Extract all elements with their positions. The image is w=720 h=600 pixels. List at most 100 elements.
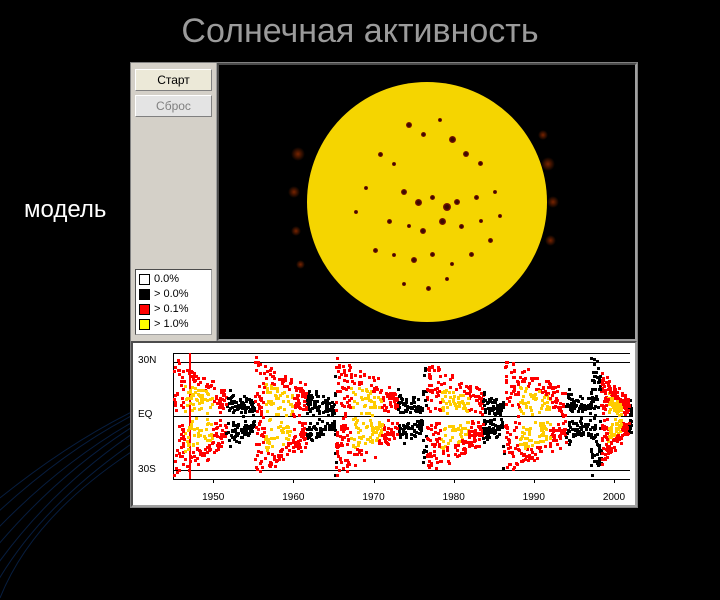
butterfly-dot — [225, 432, 228, 435]
butterfly-dot — [342, 417, 345, 420]
solar-flare — [541, 157, 555, 171]
butterfly-dot — [297, 394, 300, 397]
butterfly-dot — [277, 407, 280, 410]
butterfly-dot — [337, 370, 340, 373]
butterfly-dot — [438, 445, 441, 448]
sunspot — [443, 203, 451, 211]
butterfly-dot — [402, 430, 405, 433]
butterfly-dot — [175, 454, 178, 457]
butterfly-dot — [521, 371, 524, 374]
butterfly-dot — [293, 450, 296, 453]
butterfly-dot — [425, 404, 428, 407]
butterfly-dot — [556, 390, 559, 393]
butterfly-dot — [605, 443, 608, 446]
butterfly-dot — [626, 432, 629, 435]
butterfly-dot — [336, 357, 339, 360]
butterfly-dot — [385, 441, 388, 444]
butterfly-dot — [354, 374, 357, 377]
legend-item: > 0.0% — [139, 287, 208, 302]
butterfly-dot — [484, 410, 487, 413]
butterfly-dot — [262, 435, 265, 438]
butterfly-dot — [473, 440, 476, 443]
butterfly-dot — [486, 438, 489, 441]
butterfly-dot — [568, 397, 571, 400]
butterfly-dot — [357, 431, 360, 434]
butterfly-dot — [562, 415, 565, 418]
butterfly-dot — [599, 375, 602, 378]
butterfly-dot — [312, 414, 315, 417]
butterfly-dot — [530, 409, 533, 412]
butterfly-dot — [410, 433, 413, 436]
legend-item: > 1.0% — [139, 317, 208, 332]
butterfly-dot — [240, 411, 243, 414]
top-row: Старт Сброс 0.0% > 0.0% > 0.1% > 1.0% — [131, 63, 637, 341]
butterfly-dot — [601, 439, 604, 442]
butterfly-dot — [315, 390, 318, 393]
butterfly-dot — [359, 375, 362, 378]
butterfly-dot — [366, 438, 369, 441]
butterfly-dot — [364, 397, 367, 400]
butterfly-dot — [203, 452, 206, 455]
butterfly-dot — [227, 422, 230, 425]
butterfly-dot — [512, 362, 515, 365]
butterfly-dot — [468, 445, 471, 448]
butterfly-dot — [505, 391, 508, 394]
butterfly-dot — [310, 398, 313, 401]
butterfly-dot — [376, 388, 379, 391]
butterfly-dot — [369, 406, 372, 409]
butterfly-dot — [435, 438, 438, 441]
butterfly-dot — [338, 469, 341, 472]
butterfly-dot — [506, 466, 509, 469]
butterfly-dot — [533, 459, 536, 462]
butterfly-dot — [345, 374, 348, 377]
butterfly-dot — [271, 382, 274, 385]
butterfly-dot — [514, 421, 517, 424]
butterfly-dot — [510, 371, 513, 374]
butterfly-dot — [251, 410, 254, 413]
butterfly-dot — [288, 388, 291, 391]
butterfly-dot — [312, 426, 315, 429]
butterfly-dot — [240, 436, 243, 439]
butterfly-dot — [258, 395, 261, 398]
butterfly-dot — [440, 460, 443, 463]
butterfly-dot — [225, 403, 228, 406]
butterfly-dot — [554, 400, 557, 403]
butterfly-dot — [405, 433, 408, 436]
butterfly-dot — [426, 455, 429, 458]
butterfly-dot — [366, 425, 369, 428]
butterfly-dot — [371, 433, 374, 436]
butterfly-dot — [336, 431, 339, 434]
butterfly-dot — [270, 367, 273, 370]
butterfly-dot — [230, 434, 233, 437]
butterfly-dot — [425, 450, 428, 453]
butterfly-dot — [229, 389, 232, 392]
butterfly-dot — [410, 437, 413, 440]
butterfly-dot — [529, 393, 532, 396]
butterfly-dot — [304, 383, 307, 386]
butterfly-dot — [617, 397, 620, 400]
butterfly-dot — [602, 412, 605, 415]
butterfly-dot — [336, 452, 339, 455]
butterfly-x-label: 2000 — [603, 492, 625, 503]
butterfly-dot — [354, 464, 357, 467]
butterfly-dot — [240, 428, 243, 431]
butterfly-dot — [628, 422, 631, 425]
butterfly-dot — [486, 402, 489, 405]
butterfly-dot — [317, 406, 320, 409]
butterfly-dot — [433, 454, 436, 457]
butterfly-dot — [380, 429, 383, 432]
reset-button[interactable]: Сброс — [135, 95, 212, 117]
butterfly-dot — [623, 425, 626, 428]
butterfly-dot — [355, 426, 358, 429]
butterfly-dot — [295, 387, 298, 390]
butterfly-dot — [276, 390, 279, 393]
sunspot — [354, 210, 358, 214]
butterfly-dot — [464, 433, 467, 436]
butterfly-dot — [468, 442, 471, 445]
butterfly-dot — [380, 442, 383, 445]
chart-line — [173, 479, 630, 480]
start-button[interactable]: Старт — [135, 69, 212, 91]
butterfly-dot — [590, 401, 593, 404]
butterfly-dot — [346, 443, 349, 446]
butterfly-dot — [262, 416, 265, 419]
